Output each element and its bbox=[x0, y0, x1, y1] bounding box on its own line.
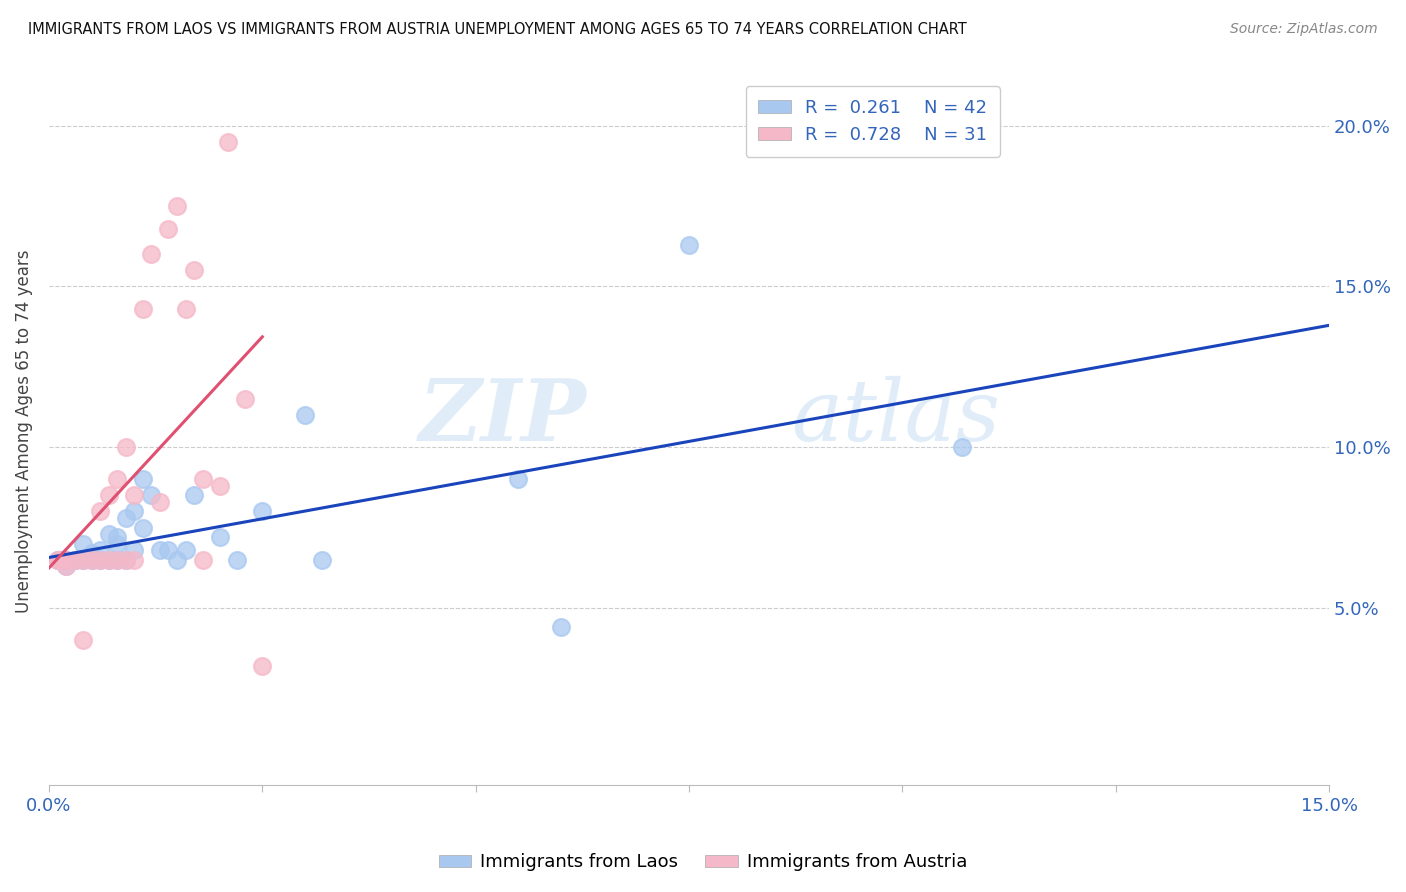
Point bbox=[141, 247, 163, 261]
Point bbox=[950, 440, 973, 454]
Point bbox=[72, 552, 94, 566]
Point bbox=[174, 543, 197, 558]
Point bbox=[174, 301, 197, 316]
Point bbox=[97, 552, 120, 566]
Point bbox=[157, 543, 180, 558]
Point bbox=[97, 488, 120, 502]
Point bbox=[678, 237, 700, 252]
Point bbox=[97, 552, 120, 566]
Point bbox=[105, 536, 128, 550]
Point bbox=[46, 552, 69, 566]
Point bbox=[157, 221, 180, 235]
Point bbox=[149, 495, 172, 509]
Point bbox=[72, 536, 94, 550]
Point bbox=[80, 552, 103, 566]
Point bbox=[80, 549, 103, 564]
Point bbox=[105, 530, 128, 544]
Text: atlas: atlas bbox=[792, 376, 1001, 458]
Point bbox=[208, 479, 231, 493]
Point bbox=[105, 552, 128, 566]
Point bbox=[114, 552, 136, 566]
Point bbox=[217, 135, 239, 149]
Point bbox=[105, 472, 128, 486]
Point bbox=[89, 504, 111, 518]
Point bbox=[63, 552, 86, 566]
Point bbox=[114, 511, 136, 525]
Text: Source: ZipAtlas.com: Source: ZipAtlas.com bbox=[1230, 22, 1378, 37]
Point bbox=[183, 263, 205, 277]
Point bbox=[46, 552, 69, 566]
Point bbox=[183, 488, 205, 502]
Point bbox=[124, 543, 146, 558]
Point bbox=[55, 552, 77, 566]
Point bbox=[124, 488, 146, 502]
Point bbox=[114, 552, 136, 566]
Point bbox=[105, 552, 128, 566]
Point bbox=[55, 552, 77, 566]
Point bbox=[80, 552, 103, 566]
Point bbox=[166, 552, 188, 566]
Point bbox=[72, 633, 94, 648]
Point bbox=[89, 552, 111, 566]
Point bbox=[132, 301, 155, 316]
Point bbox=[72, 552, 94, 566]
Point bbox=[55, 552, 77, 566]
Point bbox=[166, 199, 188, 213]
Point bbox=[208, 530, 231, 544]
Legend: R =  0.261    N = 42, R =  0.728    N = 31: R = 0.261 N = 42, R = 0.728 N = 31 bbox=[745, 87, 1000, 157]
Point bbox=[149, 543, 172, 558]
Point bbox=[89, 543, 111, 558]
Point bbox=[46, 552, 69, 566]
Point bbox=[89, 552, 111, 566]
Point bbox=[191, 552, 214, 566]
Point bbox=[124, 552, 146, 566]
Point bbox=[191, 472, 214, 486]
Point bbox=[55, 559, 77, 574]
Point bbox=[311, 552, 333, 566]
Point bbox=[55, 552, 77, 566]
Point bbox=[80, 546, 103, 560]
Point bbox=[508, 472, 530, 486]
Point bbox=[132, 520, 155, 534]
Point bbox=[124, 504, 146, 518]
Point bbox=[63, 552, 86, 566]
Text: IMMIGRANTS FROM LAOS VS IMMIGRANTS FROM AUSTRIA UNEMPLOYMENT AMONG AGES 65 TO 74: IMMIGRANTS FROM LAOS VS IMMIGRANTS FROM … bbox=[28, 22, 967, 37]
Point bbox=[114, 440, 136, 454]
Point bbox=[550, 620, 572, 634]
Point bbox=[63, 552, 86, 566]
Point bbox=[46, 552, 69, 566]
Point bbox=[252, 658, 274, 673]
Point bbox=[132, 472, 155, 486]
Point bbox=[141, 488, 163, 502]
Point bbox=[225, 552, 247, 566]
Point bbox=[233, 392, 256, 406]
Text: ZIP: ZIP bbox=[419, 376, 586, 458]
Point bbox=[55, 559, 77, 574]
Point bbox=[46, 552, 69, 566]
Y-axis label: Unemployment Among Ages 65 to 74 years: Unemployment Among Ages 65 to 74 years bbox=[15, 250, 32, 613]
Point bbox=[294, 408, 316, 422]
Legend: Immigrants from Laos, Immigrants from Austria: Immigrants from Laos, Immigrants from Au… bbox=[432, 847, 974, 879]
Point bbox=[97, 527, 120, 541]
Point bbox=[252, 504, 274, 518]
